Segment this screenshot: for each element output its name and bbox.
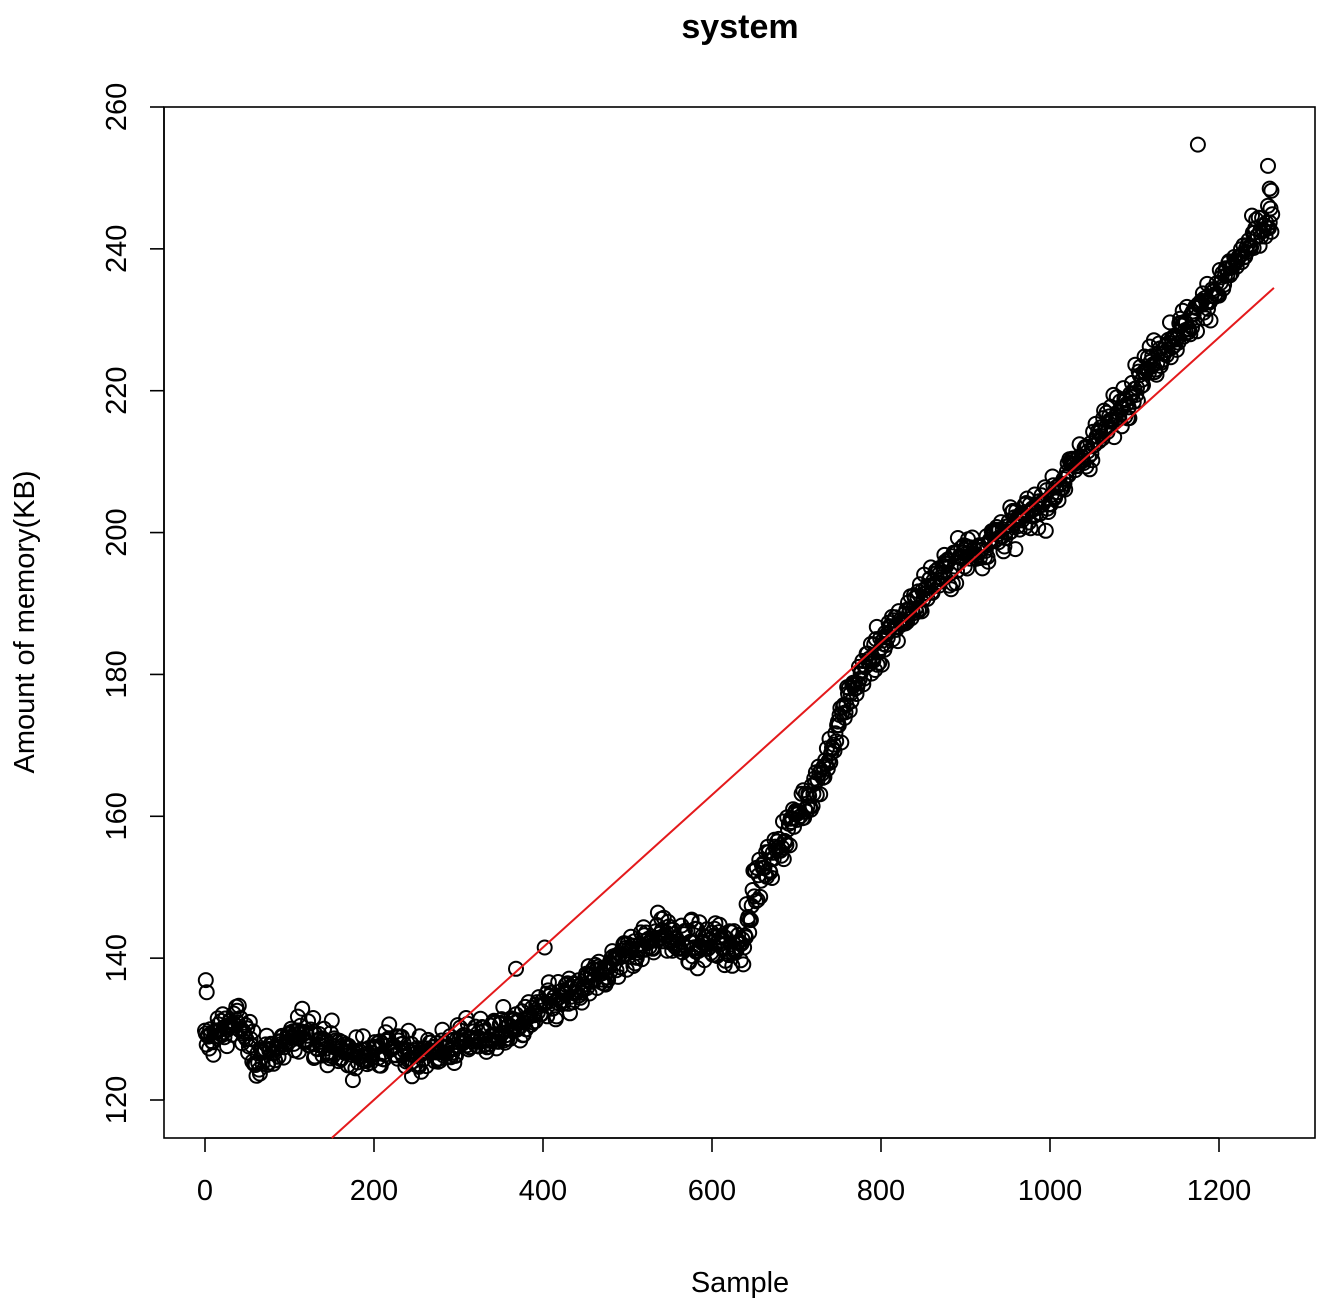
data-point — [735, 956, 752, 973]
data-point — [205, 1046, 222, 1063]
data-point — [655, 909, 672, 926]
data-point — [736, 939, 753, 956]
x-axis-label: Sample — [691, 1267, 789, 1299]
data-point — [956, 558, 973, 575]
data-point — [1083, 445, 1100, 462]
regression-line — [331, 287, 1275, 1139]
data-point-outlier — [508, 960, 524, 977]
y-axis: 120 140 160 180 200 220 240 260 — [101, 83, 165, 1124]
data-point — [855, 676, 872, 693]
data-point — [873, 656, 890, 673]
data-point — [1037, 522, 1054, 539]
data-point — [305, 1010, 322, 1026]
data-point-outlier — [1260, 157, 1276, 174]
data-point — [344, 1072, 361, 1089]
y-tick-label: 180 — [101, 650, 133, 698]
y-tick-label: 160 — [101, 792, 133, 840]
data-point — [825, 736, 842, 753]
x-tick-label: 200 — [350, 1175, 398, 1207]
data-point — [1189, 323, 1205, 340]
data-point-outlier — [1263, 182, 1280, 199]
data-point — [1040, 504, 1057, 520]
data-point — [1263, 223, 1280, 240]
data-point — [980, 553, 997, 570]
data-point — [749, 892, 766, 908]
data-point — [679, 922, 696, 939]
data-point — [1264, 206, 1281, 223]
data-point — [633, 951, 650, 968]
data-point — [869, 656, 886, 673]
y-tick-label: 200 — [101, 508, 133, 556]
y-tick-label: 140 — [101, 934, 133, 982]
data-point — [230, 997, 247, 1014]
data-point — [1121, 410, 1138, 427]
x-tick-label: 1000 — [1018, 1175, 1083, 1207]
y-tick-label: 220 — [101, 367, 133, 415]
data-point — [1167, 331, 1184, 348]
data-point — [323, 1012, 340, 1029]
data-point — [764, 870, 780, 886]
y-axis-label: Amount of memory(KB) — [9, 471, 41, 774]
data-point — [781, 837, 798, 854]
data-point — [812, 786, 829, 803]
data-point — [448, 1047, 464, 1064]
data-point — [1081, 461, 1098, 478]
data-point — [752, 888, 769, 905]
data-point — [600, 972, 617, 988]
data-point-outlier — [198, 984, 215, 1001]
data-point — [319, 1057, 336, 1074]
data-point-outlier — [197, 972, 214, 989]
data-point — [730, 926, 747, 943]
plot-area — [163, 106, 1316, 1139]
data-point — [1007, 541, 1024, 558]
x-tick-label: 0 — [197, 1175, 213, 1207]
fit-line-group — [331, 287, 1275, 1139]
data-point — [1111, 409, 1128, 426]
data-point — [1260, 197, 1276, 214]
data-point — [1202, 312, 1219, 329]
data-point — [740, 909, 757, 925]
data-point — [381, 1016, 398, 1033]
chart-title: system — [681, 8, 798, 46]
data-point — [413, 1063, 430, 1080]
data-point — [683, 911, 700, 928]
y-tick-label: 240 — [101, 225, 133, 273]
y-tick-label: 120 — [101, 1076, 133, 1124]
data-point — [816, 769, 833, 786]
data-point — [523, 1016, 540, 1033]
data-point — [841, 702, 858, 719]
x-tick-label: 600 — [688, 1175, 736, 1207]
x-axis: 0 200 400 600 800 1000 1200 — [197, 1137, 1252, 1207]
x-tick-label: 1200 — [1187, 1175, 1252, 1207]
data-point — [242, 1030, 259, 1047]
data-point — [289, 1008, 306, 1025]
data-point — [241, 1013, 258, 1030]
data-point — [1228, 258, 1245, 275]
data-point — [1168, 341, 1185, 358]
data-point — [889, 633, 906, 650]
data-point — [948, 575, 965, 592]
data-point — [1057, 481, 1074, 498]
x-tick-label: 800 — [857, 1175, 905, 1207]
data-points — [197, 136, 1281, 1089]
y-tick-label: 260 — [101, 83, 133, 131]
data-point — [562, 1005, 578, 1022]
x-tick-label: 400 — [519, 1175, 567, 1207]
data-point — [294, 1000, 311, 1017]
data-point-outlier — [1261, 180, 1278, 197]
data-point — [495, 999, 512, 1015]
data-point — [833, 734, 850, 751]
data-point — [737, 929, 754, 946]
data-point-outlier — [536, 939, 553, 956]
data-point — [446, 1055, 463, 1071]
data-point — [467, 1018, 484, 1035]
data-point-outlier — [1189, 136, 1206, 153]
data-point — [1129, 392, 1146, 409]
